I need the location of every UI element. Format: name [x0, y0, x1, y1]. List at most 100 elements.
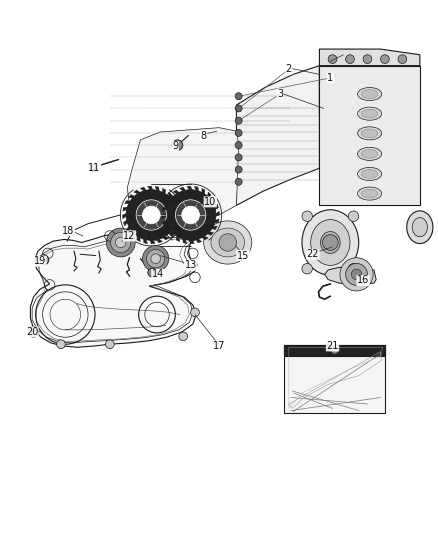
Ellipse shape	[357, 127, 381, 140]
Polygon shape	[168, 195, 173, 198]
Text: 19: 19	[34, 256, 46, 266]
Ellipse shape	[311, 220, 350, 265]
Ellipse shape	[361, 169, 378, 179]
Circle shape	[31, 330, 35, 334]
Polygon shape	[163, 220, 166, 226]
Circle shape	[182, 206, 199, 224]
Polygon shape	[216, 211, 219, 216]
Circle shape	[235, 154, 242, 161]
Polygon shape	[212, 197, 215, 204]
Text: 11: 11	[88, 163, 101, 173]
Polygon shape	[319, 66, 420, 114]
Polygon shape	[140, 187, 146, 191]
Circle shape	[172, 140, 183, 150]
Polygon shape	[183, 239, 187, 244]
Text: 12: 12	[124, 231, 136, 241]
Circle shape	[28, 327, 39, 337]
FancyBboxPatch shape	[285, 345, 385, 413]
Circle shape	[235, 130, 242, 136]
Circle shape	[235, 179, 242, 185]
Ellipse shape	[357, 87, 381, 101]
Text: 15: 15	[237, 251, 249, 261]
Circle shape	[340, 258, 373, 291]
Text: 14: 14	[152, 269, 164, 279]
Text: 21: 21	[326, 341, 339, 351]
Polygon shape	[164, 200, 170, 204]
Circle shape	[302, 263, 312, 274]
Polygon shape	[127, 128, 239, 221]
Ellipse shape	[302, 210, 359, 275]
Text: 9: 9	[172, 141, 178, 151]
Polygon shape	[187, 186, 192, 190]
Polygon shape	[162, 188, 166, 193]
Polygon shape	[201, 188, 205, 193]
Circle shape	[57, 340, 65, 349]
Polygon shape	[180, 187, 185, 191]
Ellipse shape	[211, 228, 244, 257]
Polygon shape	[168, 232, 174, 236]
Ellipse shape	[407, 211, 433, 244]
Ellipse shape	[361, 129, 378, 138]
Polygon shape	[168, 192, 172, 198]
Circle shape	[322, 235, 338, 251]
Polygon shape	[131, 232, 134, 238]
Circle shape	[106, 340, 114, 349]
Ellipse shape	[361, 109, 378, 118]
Ellipse shape	[361, 149, 378, 158]
Circle shape	[147, 249, 165, 268]
Polygon shape	[162, 207, 166, 211]
Ellipse shape	[412, 217, 427, 237]
Circle shape	[151, 254, 160, 263]
Ellipse shape	[357, 147, 381, 160]
Polygon shape	[157, 239, 162, 243]
Polygon shape	[215, 219, 219, 223]
Circle shape	[235, 105, 242, 112]
Circle shape	[142, 206, 160, 224]
Polygon shape	[177, 211, 180, 216]
Circle shape	[235, 117, 242, 124]
Circle shape	[219, 234, 237, 251]
Polygon shape	[144, 239, 148, 244]
Polygon shape	[237, 66, 319, 205]
Polygon shape	[202, 236, 208, 240]
Polygon shape	[173, 190, 179, 193]
Circle shape	[41, 258, 46, 262]
Circle shape	[351, 269, 362, 280]
Text: 17: 17	[213, 341, 225, 351]
Polygon shape	[215, 204, 219, 209]
Polygon shape	[150, 240, 155, 244]
Text: 2: 2	[286, 64, 292, 74]
Circle shape	[90, 164, 98, 172]
Circle shape	[328, 55, 337, 63]
Polygon shape	[125, 200, 130, 204]
Circle shape	[235, 142, 242, 149]
Polygon shape	[212, 226, 217, 229]
Polygon shape	[134, 190, 140, 193]
Polygon shape	[166, 227, 170, 232]
Polygon shape	[124, 220, 127, 226]
Polygon shape	[325, 268, 376, 285]
Text: 8: 8	[201, 131, 207, 141]
Text: 13: 13	[184, 260, 197, 270]
Polygon shape	[128, 195, 134, 198]
Polygon shape	[170, 232, 173, 238]
Text: 22: 22	[307, 249, 319, 259]
Polygon shape	[176, 204, 179, 209]
FancyBboxPatch shape	[285, 345, 385, 356]
Circle shape	[148, 268, 156, 277]
Text: 1: 1	[327, 73, 333, 83]
Circle shape	[126, 190, 177, 240]
Circle shape	[136, 200, 166, 230]
Polygon shape	[189, 240, 194, 244]
Circle shape	[176, 200, 206, 230]
Text: 16: 16	[357, 276, 369, 286]
Circle shape	[106, 228, 135, 257]
Circle shape	[111, 232, 131, 253]
Polygon shape	[173, 226, 178, 229]
Polygon shape	[148, 186, 152, 190]
Ellipse shape	[357, 107, 381, 120]
Polygon shape	[30, 231, 210, 348]
Text: 20: 20	[26, 327, 38, 337]
Circle shape	[116, 237, 126, 248]
Circle shape	[235, 93, 242, 100]
